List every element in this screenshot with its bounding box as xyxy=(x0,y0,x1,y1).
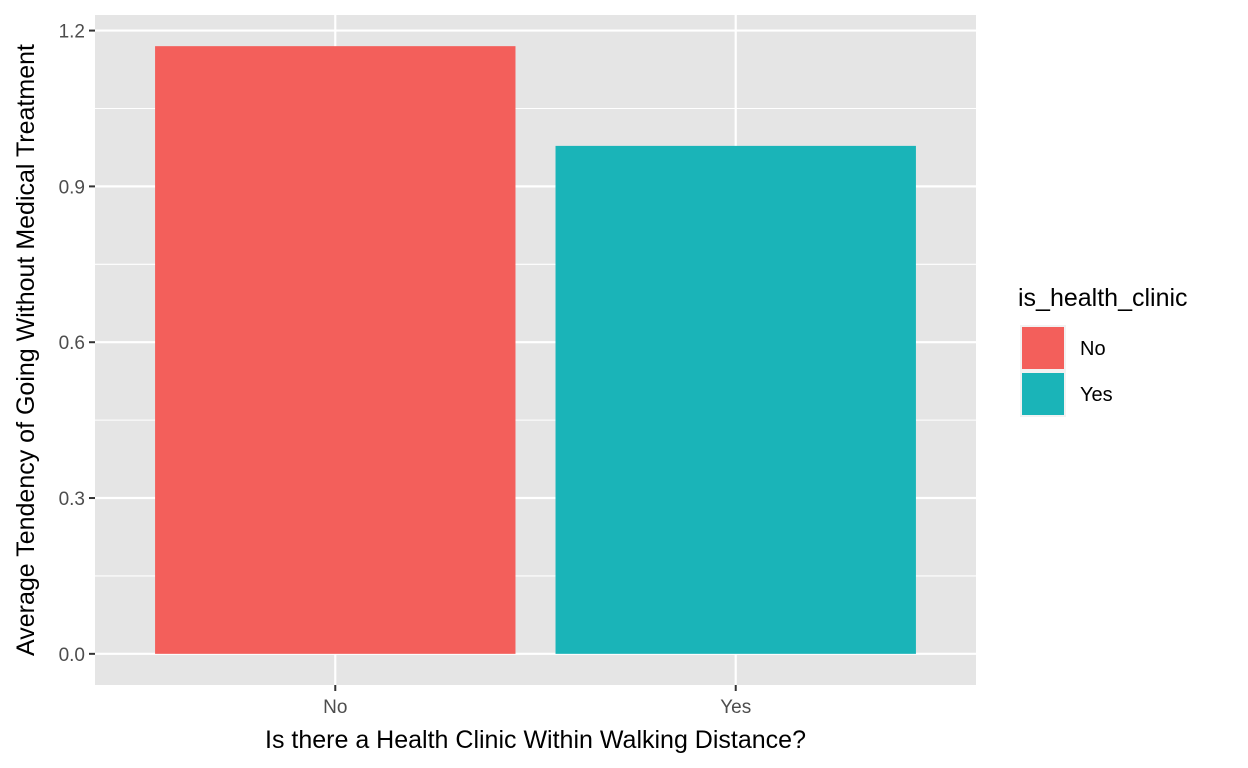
y-tick-label: 0.9 xyxy=(59,177,85,198)
y-tick-label: 0.6 xyxy=(59,333,85,354)
legend-items: No Yes xyxy=(1020,325,1113,417)
bar-yes xyxy=(555,145,916,654)
legend-swatch-no xyxy=(1022,327,1064,369)
bar-no xyxy=(155,46,516,654)
legend-swatch-yes xyxy=(1022,373,1064,415)
y-axis: 0.0 0.3 0.6 0.9 1.2 xyxy=(59,22,95,666)
legend: is_health_clinic No Yes xyxy=(1018,284,1188,417)
y-tick-label: 0.3 xyxy=(59,489,85,510)
y-tick-label: 1.2 xyxy=(59,22,85,43)
legend-label-yes: Yes xyxy=(1080,384,1113,406)
x-tick-label: Yes xyxy=(720,697,751,718)
legend-title: is_health_clinic xyxy=(1018,284,1188,312)
x-axis: No Yes xyxy=(323,685,751,718)
y-tick-label: 0.0 xyxy=(59,645,85,666)
x-axis-title: Is there a Health Clinic Within Walking … xyxy=(265,726,806,754)
bars xyxy=(155,46,916,654)
legend-label-no: No xyxy=(1080,338,1106,360)
y-axis-title: Average Tendency of Going Without Medica… xyxy=(12,44,40,656)
x-tick-label: No xyxy=(323,697,347,718)
